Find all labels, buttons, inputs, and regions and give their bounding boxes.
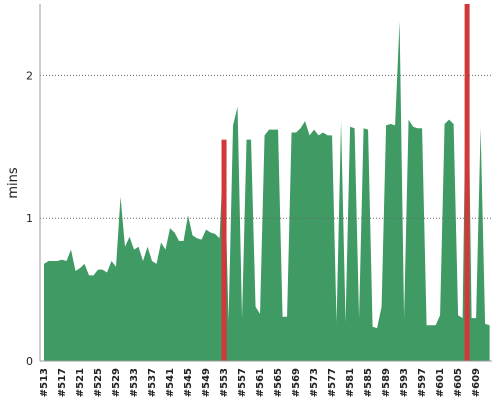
x-tick-label: #573 <box>309 368 320 397</box>
x-tick-label: #545 <box>183 368 194 397</box>
x-tick-label: #513 <box>39 368 50 397</box>
y-tick-label: 1 <box>26 212 33 225</box>
x-tick-label: #593 <box>399 368 410 397</box>
x-tick-label: #549 <box>201 368 212 397</box>
x-tick-label: #569 <box>291 368 302 397</box>
x-tick-label: #585 <box>363 368 374 397</box>
y-tick-label: 2 <box>26 69 33 82</box>
x-tick-label: #565 <box>273 368 284 397</box>
x-tick-label: #529 <box>111 368 122 397</box>
x-tick-label: #597 <box>417 368 428 397</box>
x-tick-label: #525 <box>93 368 104 397</box>
y-tick-label: 0 <box>26 355 33 368</box>
x-tick-label: #541 <box>165 368 176 397</box>
x-tick-label: #609 <box>471 368 482 397</box>
x-tick-label: #601 <box>435 368 446 397</box>
x-tick-label: #561 <box>255 368 266 397</box>
highlight-bar <box>464 4 470 361</box>
x-tick-label: #557 <box>237 368 248 397</box>
x-tick-label: #553 <box>219 368 230 397</box>
x-tick-label: #605 <box>453 368 464 397</box>
x-tick-label: #589 <box>381 368 392 397</box>
y-axis-label: mins <box>6 167 21 199</box>
plot-area <box>44 4 490 361</box>
x-tick-label: #537 <box>147 368 158 397</box>
x-tick-label: #521 <box>75 368 86 397</box>
x-tick-label: #533 <box>129 368 140 397</box>
area <box>44 4 490 361</box>
x-tick-label: #517 <box>57 368 68 397</box>
x-tick-label: #581 <box>345 368 356 397</box>
highlight-bar <box>221 139 227 361</box>
x-tick-label: #577 <box>327 368 338 397</box>
